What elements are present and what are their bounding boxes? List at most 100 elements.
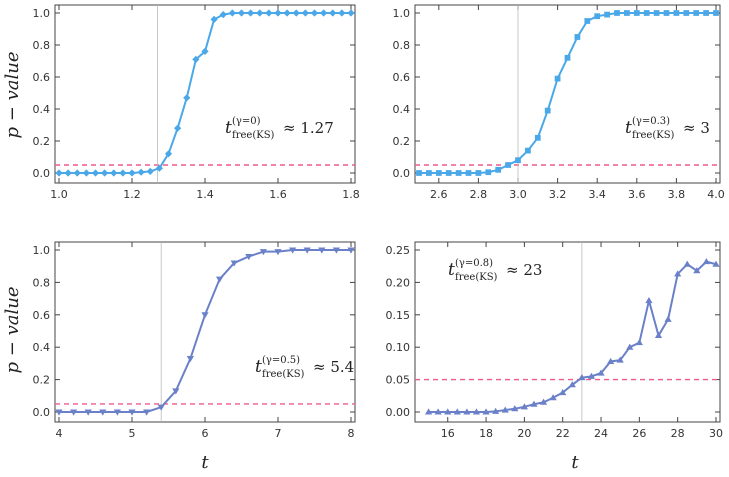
chart-panel-1: 0.0 0.2 0.4 0.6 0.8 1.0 1.0 1.2 1.4 1.6 1.8 t (γ=0) f… xyxy=(33,4,360,201)
data-point xyxy=(559,388,567,396)
y-tick-label: 0.2 xyxy=(33,135,51,148)
annotation-sub: free(KS) xyxy=(455,272,498,283)
data-point xyxy=(525,147,531,154)
annotation-gamma: (γ=0) xyxy=(232,116,261,127)
data-point xyxy=(146,167,154,175)
data-point xyxy=(216,276,224,283)
data-point xyxy=(113,409,121,416)
data-point xyxy=(70,409,78,416)
data-point xyxy=(434,408,442,415)
data-point xyxy=(283,9,291,17)
x-tick-label: 1.6 xyxy=(269,188,287,201)
data-point xyxy=(228,9,236,17)
data-point xyxy=(539,398,548,405)
y-tick-label: 0.4 xyxy=(33,341,51,354)
data-point xyxy=(256,9,264,17)
annotation-gamma: (γ=0.5) xyxy=(262,355,300,366)
x-tick-label: 5 xyxy=(129,427,136,440)
data-point xyxy=(157,404,165,411)
data-point xyxy=(505,162,511,168)
x-tick-label: 16 xyxy=(441,427,455,440)
x-tick-label: 3.2 xyxy=(549,188,567,201)
y-tick-label: 0.15 xyxy=(386,309,411,322)
x-tick-label: 20 xyxy=(517,427,531,440)
x-axis-label-right: t xyxy=(571,452,579,473)
data-point xyxy=(310,9,319,17)
data-point xyxy=(702,258,711,265)
data-point xyxy=(574,34,581,40)
data-point xyxy=(245,253,253,261)
y-tick-label: 0.8 xyxy=(33,276,51,289)
y-axis-label-top: p − value xyxy=(2,52,23,139)
y-tick-label: 0.00 xyxy=(386,406,411,419)
y-tick-label: 0.20 xyxy=(386,276,411,289)
data-point xyxy=(614,10,620,16)
data-point xyxy=(654,331,663,339)
x-tick-label: 22 xyxy=(556,427,570,440)
data-point xyxy=(492,407,500,414)
y-tick-label: 0.4 xyxy=(393,103,411,116)
chart-panel-3: 0.0 0.2 0.4 0.6 0.8 1.0 4 5 6 7 8 t (γ=0.5) free(KS) ≈… xyxy=(33,241,356,440)
y-tick-label: 0.6 xyxy=(33,71,51,84)
annotation-sub: free(KS) xyxy=(262,369,305,380)
x-tick-label: 1.4 xyxy=(196,188,214,201)
x-tick-label: 3.6 xyxy=(628,188,646,201)
data-point xyxy=(511,405,519,412)
x-tick-label: 1.2 xyxy=(123,188,141,201)
plot-frame xyxy=(414,4,721,184)
data-point xyxy=(301,9,309,17)
x-tick-label: 28 xyxy=(671,427,685,440)
x-tick-label: 1.8 xyxy=(342,188,360,201)
data-point xyxy=(101,169,109,177)
data-point xyxy=(73,169,81,177)
data-point xyxy=(416,170,422,176)
x-tick-label: 6 xyxy=(202,427,209,440)
data-point xyxy=(186,356,194,363)
data-point xyxy=(289,247,297,254)
y-tick-label: 0.2 xyxy=(33,374,51,387)
data-point xyxy=(119,169,127,177)
data-point xyxy=(495,166,502,173)
x-tick-label: 4.0 xyxy=(707,188,725,201)
y-tick-label: 1.0 xyxy=(33,244,51,257)
data-point xyxy=(587,372,596,379)
annotation-t: t xyxy=(448,260,455,280)
y-tick-label: 0.0 xyxy=(393,167,411,180)
y-tick-label: 0.0 xyxy=(33,167,51,180)
data-point xyxy=(472,408,481,415)
data-point xyxy=(554,75,561,82)
data-point xyxy=(624,10,630,16)
data-point xyxy=(455,170,462,176)
chart-panel-4: 0.00 0.05 0.10 0.15 0.20 0.25 16 18 20 22 24 26 28 30… xyxy=(386,241,723,440)
data-point xyxy=(564,54,571,61)
data-point xyxy=(201,312,209,319)
data-point xyxy=(192,55,200,63)
y-tick-label: 0.8 xyxy=(33,39,51,52)
data-point xyxy=(530,400,538,407)
data-point xyxy=(219,11,227,19)
data-point xyxy=(713,10,719,16)
data-point xyxy=(683,260,691,267)
series-line xyxy=(59,249,351,413)
data-point xyxy=(445,170,452,176)
data-point xyxy=(247,9,255,17)
data-point xyxy=(643,10,650,16)
data-point xyxy=(155,164,163,172)
plot-frame xyxy=(54,4,356,184)
data-point xyxy=(320,9,328,17)
data-point xyxy=(663,10,670,16)
annotation-t: t xyxy=(255,357,262,377)
data-point xyxy=(347,247,355,254)
data-point xyxy=(607,357,615,364)
y-tick-label: 0.6 xyxy=(33,309,51,322)
annotation-sub: free(KS) xyxy=(632,130,675,141)
data-point xyxy=(485,169,492,176)
data-point xyxy=(183,94,191,102)
annotation-value: ≈ 5.4 xyxy=(313,358,354,376)
annotation-gamma: (γ=0.8) xyxy=(455,258,493,269)
data-point xyxy=(635,339,643,346)
y-axis-label-bottom: p − value xyxy=(2,287,23,374)
data-point xyxy=(55,409,63,416)
x-tick-label: 3.4 xyxy=(588,188,606,201)
data-point xyxy=(303,247,311,254)
